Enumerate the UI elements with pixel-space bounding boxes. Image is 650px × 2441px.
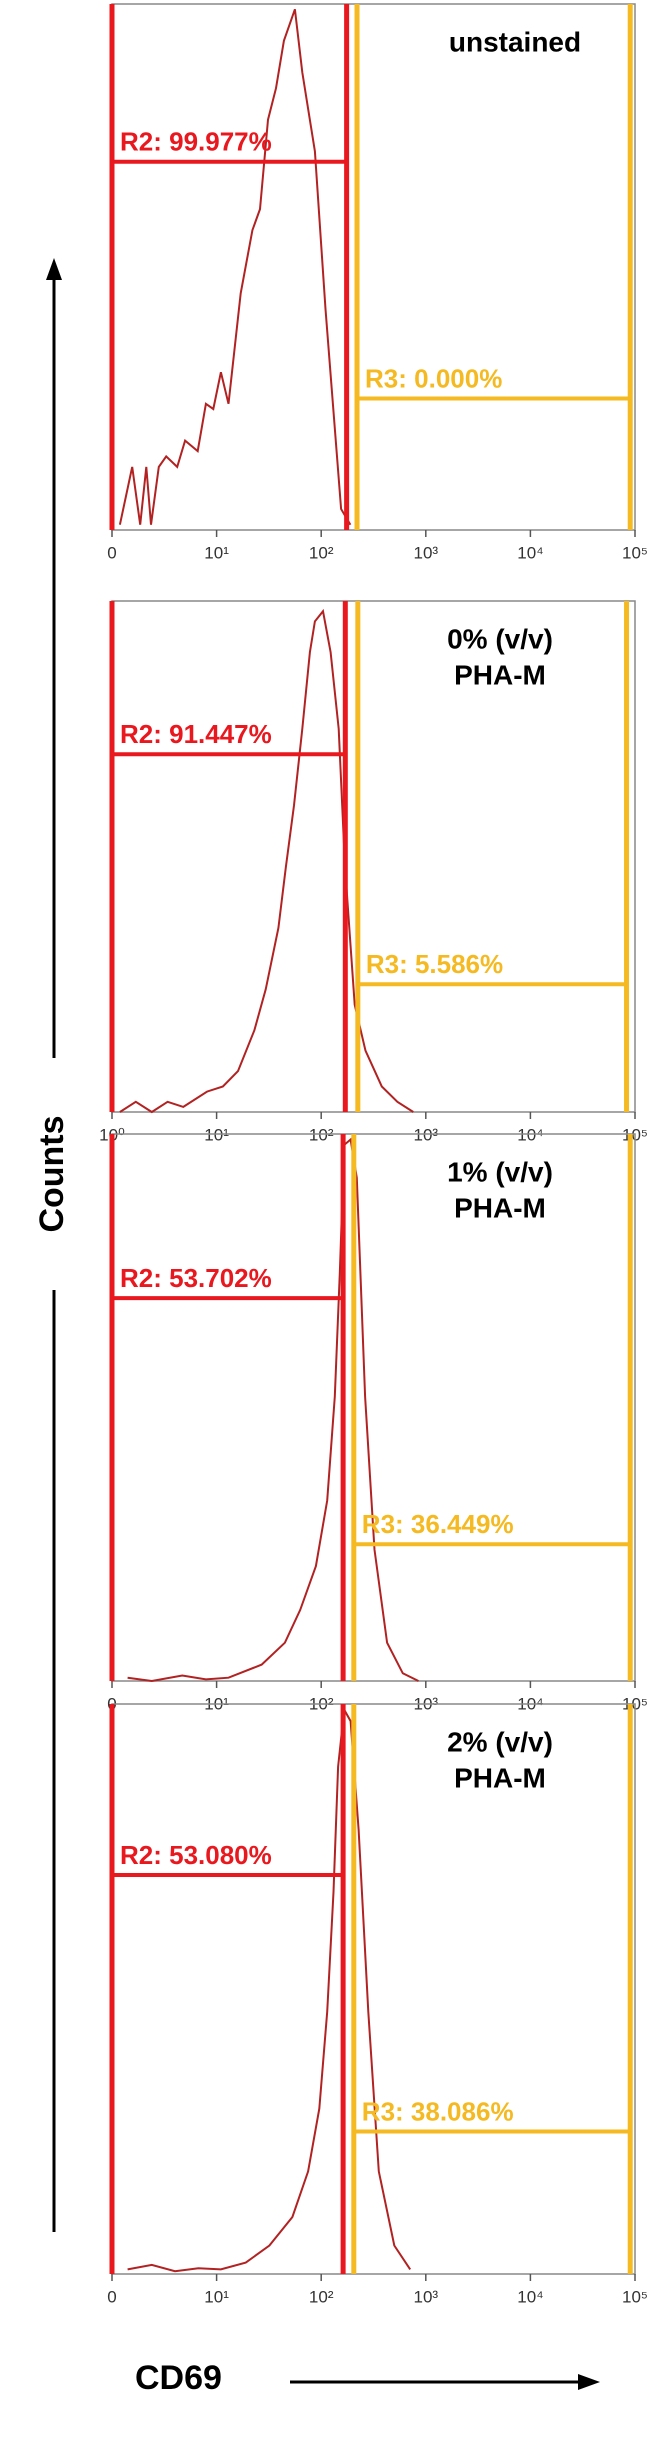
- x-tick-label: 10²: [309, 1125, 334, 1144]
- gate-label: R2: 91.447%: [120, 719, 272, 749]
- panel-title: PHA-M: [454, 1192, 546, 1223]
- histogram-line: [118, 8, 352, 526]
- x-tick-label: 0: [107, 543, 116, 562]
- gate-label: R2: 53.080%: [120, 1840, 272, 1870]
- y-arrow-head: [46, 258, 62, 280]
- histogram-line: [127, 1137, 419, 1683]
- x-arrow-head: [578, 2374, 600, 2390]
- x-tick-label: 10²: [309, 543, 334, 562]
- x-tick-label: 10³: [414, 543, 439, 562]
- x-tick-label: 10¹: [204, 1125, 229, 1144]
- panel-title: PHA-M: [454, 1762, 546, 1793]
- y-axis-label: Counts: [33, 1115, 71, 1232]
- x-tick-label: 10⁴: [517, 543, 543, 562]
- histogram-line: [127, 1706, 412, 2273]
- gate-label: R3: 38.086%: [362, 2096, 514, 2126]
- panel-title: 2% (v/v): [447, 1726, 553, 1757]
- x-tick-label: 10¹: [204, 2287, 229, 2306]
- x-tick-label: 10¹: [204, 543, 229, 562]
- plot-frame: [111, 600, 636, 1113]
- gate-label: R2: 53.702%: [120, 1263, 272, 1293]
- gate-label: R3: 36.449%: [362, 1509, 514, 1539]
- plot-frame: [111, 1703, 636, 2275]
- x-tick-label: 0: [107, 2287, 116, 2306]
- x-tick-label: 10⁵: [622, 2287, 648, 2306]
- x-tick-label: 10⁵: [622, 543, 648, 562]
- x-tick-label: 10⁴: [517, 2287, 543, 2306]
- panel-title: 1% (v/v): [447, 1156, 553, 1187]
- histogram-line: [119, 608, 414, 1114]
- x-axis-label: CD69: [135, 2359, 222, 2397]
- panel-title: PHA-M: [454, 659, 546, 690]
- x-tick-label: 10³: [414, 1125, 439, 1144]
- plot-frame: [111, 1133, 636, 1682]
- plot-frame: [111, 3, 636, 531]
- gate-label: R3: 0.000%: [365, 363, 502, 393]
- x-tick-label: 10⁴: [517, 1125, 543, 1144]
- panel-title: 0% (v/v): [447, 623, 553, 654]
- panel-title: unstained: [449, 26, 581, 57]
- gate-label: R2: 99.977%: [120, 127, 272, 157]
- x-tick-label: 10²: [309, 2287, 334, 2306]
- gate-label: R3: 5.586%: [366, 949, 503, 979]
- x-tick-label: 10³: [414, 2287, 439, 2306]
